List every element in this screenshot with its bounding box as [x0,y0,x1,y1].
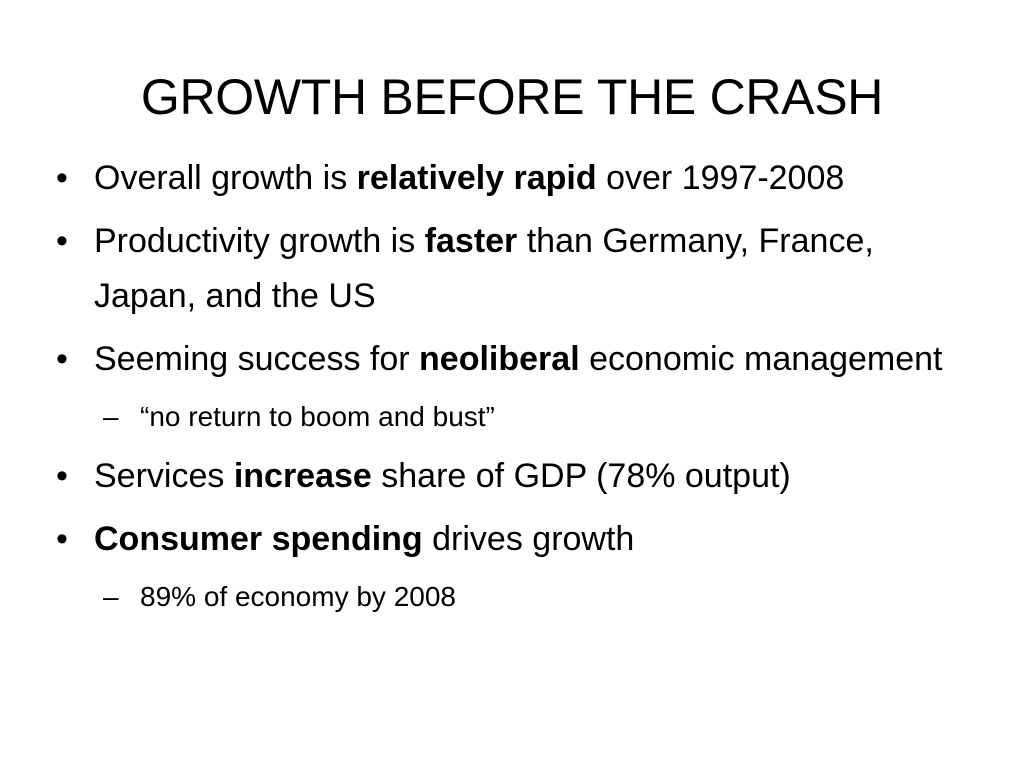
bullet-emphasis: faster [424,222,518,260]
bullet-text: Productivity growth is [94,222,425,260]
bullet-marker-icon: • [56,457,68,495]
bullet-emphasis: neoliberal [419,340,580,378]
sub-bullet-item: – “no return to boom and bust” [56,393,956,441]
bullet-text: Overall growth is [94,159,357,197]
bullet-marker-icon: • [56,340,68,378]
bullet-item: • Consumer spending drives growth [56,512,956,567]
bullet-text: share of GDP (78% output) [371,457,791,495]
bullet-text: than Germany, France, Japan, and the US [94,222,874,315]
bullet-item: • Seeming success for neoliberal economi… [56,332,956,387]
bullet-marker-icon: • [56,159,68,197]
bullet-text: Seeming success for [94,340,420,378]
bullet-item: • Productivity growth is faster than Ger… [56,214,956,324]
bullet-emphasis: relatively rapid [356,159,597,197]
bullet-emphasis: increase [233,457,372,495]
dash-marker-icon: – [103,581,119,612]
slide-content: • Overall growth is relatively rapid ove… [56,151,956,629]
bullet-text: over 1997-2008 [596,159,845,197]
bullet-text: Services [94,457,234,495]
sub-bullet-text: “no return to boom and bust” [140,401,495,432]
slide-title: GROWTH BEFORE THE CRASH [140,69,884,125]
bullet-marker-icon: • [56,520,68,558]
bullet-text: drives growth [422,520,635,558]
bullet-emphasis: Consumer spending [94,520,423,558]
bullet-text: economic management [579,340,943,378]
bullet-item: • Overall growth is relatively rapid ove… [56,151,956,206]
bullet-item: • Services increase share of GDP (78% ou… [56,449,956,504]
sub-bullet-text: 89% of economy by 2008 [140,581,456,612]
sub-bullet-item: – 89% of economy by 2008 [56,573,956,621]
bullet-marker-icon: • [56,222,68,260]
dash-marker-icon: – [103,401,119,432]
